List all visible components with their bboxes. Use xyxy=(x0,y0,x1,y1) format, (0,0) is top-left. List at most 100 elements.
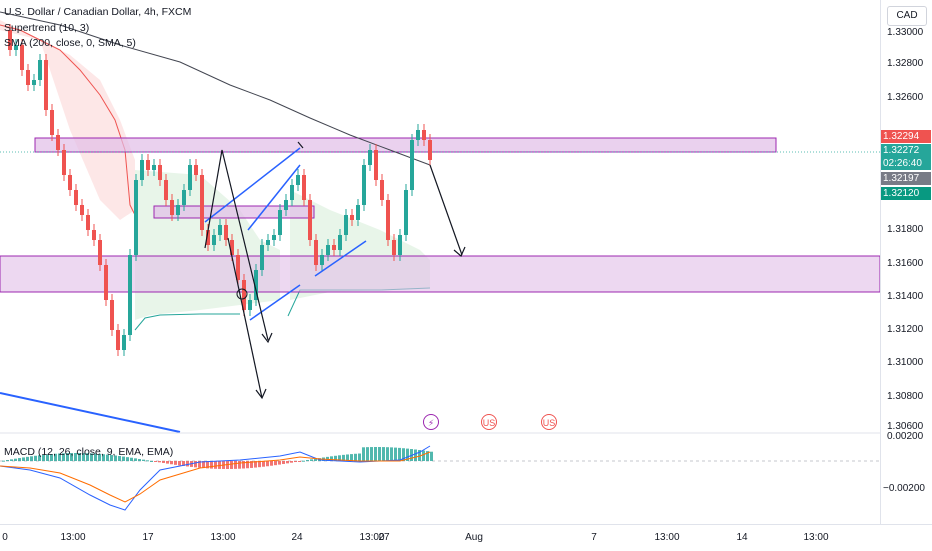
macd-histogram-bar xyxy=(386,447,389,461)
price-label: 1.32600 xyxy=(887,92,924,103)
time-label: 7 xyxy=(591,532,597,543)
macd-histogram-bar xyxy=(166,461,169,464)
candle-body xyxy=(368,150,372,165)
macd-histogram-bar xyxy=(242,461,245,469)
time-axis[interactable]: 0 13:00 17 13:00 24 13:00 27 Aug 7 13:00… xyxy=(0,524,932,551)
macd-histogram-bar xyxy=(90,453,93,461)
channel-lower-2[interactable] xyxy=(314,240,367,277)
macd-histogram-bar xyxy=(414,449,417,461)
macd-histogram-bar xyxy=(234,461,237,469)
sma-legend[interactable]: SMA (200, close, 0, SMA, 5) xyxy=(4,37,136,49)
candle-body xyxy=(356,205,360,220)
us-flag-event-icon[interactable]: US xyxy=(481,414,497,430)
candle-body xyxy=(338,235,342,250)
macd-histogram-bar xyxy=(366,447,369,461)
macd-histogram-bar xyxy=(62,453,65,461)
candle-body xyxy=(344,215,348,235)
macd-histogram-bar xyxy=(406,448,409,461)
macd-histogram-bar xyxy=(430,451,433,461)
time-label: 0 xyxy=(2,532,8,543)
macd-histogram-bar xyxy=(26,456,29,461)
macd-histogram-bar xyxy=(134,458,137,461)
macd-histogram-bar xyxy=(210,461,213,469)
price-label: 1.31400 xyxy=(887,291,924,302)
time-label: 24 xyxy=(291,532,303,543)
candlestick-series xyxy=(8,24,432,356)
macd-histogram-bar xyxy=(350,454,353,461)
time-label: 13:00 xyxy=(803,532,829,543)
macd-histogram-bar xyxy=(146,460,149,462)
macd-histogram-bar xyxy=(170,461,173,465)
candle-body xyxy=(392,240,396,255)
macd-histogram-bar xyxy=(238,461,241,469)
channel-lower-1[interactable] xyxy=(247,164,301,231)
candle-body xyxy=(32,80,36,85)
macd-histogram-bar xyxy=(374,447,377,461)
chart-title: U.S. Dollar / Canadian Dollar, 4h, FXCM xyxy=(4,6,192,18)
candle-body xyxy=(62,150,66,175)
macd-histogram-bar xyxy=(202,461,205,469)
macd-histogram-bar xyxy=(174,461,177,465)
projection-arrows[interactable] xyxy=(204,141,466,400)
macd-histogram-bar xyxy=(58,453,61,461)
candle-body xyxy=(242,280,246,310)
currency-selector[interactable]: CAD xyxy=(887,6,927,26)
candle-body xyxy=(308,200,312,240)
macd-histogram-bar xyxy=(330,456,333,461)
candle-body xyxy=(56,135,60,150)
macd-histogram-bar xyxy=(86,453,89,461)
price-label: 1.33000 xyxy=(887,27,924,38)
us-flag-event-icon-2[interactable]: US xyxy=(541,414,557,430)
macd-histogram-bar xyxy=(370,447,373,461)
candle-body xyxy=(200,175,204,230)
macd-histogram-bar xyxy=(10,459,13,461)
candle-body xyxy=(212,235,216,245)
macd-histogram-bar xyxy=(346,454,349,461)
trendline-long[interactable] xyxy=(0,392,181,433)
macd-histogram-bar xyxy=(138,458,141,461)
candle-body xyxy=(296,175,300,185)
macd-histogram-bar xyxy=(54,453,57,461)
supertrend-bear-fill xyxy=(0,20,135,220)
macd-axis-label: −0.00200 xyxy=(883,483,925,494)
macd-legend[interactable]: MACD (12, 26, close, 9, EMA, EMA) xyxy=(4,446,174,458)
candle-body xyxy=(272,235,276,240)
candle-body xyxy=(86,215,90,230)
macd-histogram-bar xyxy=(230,461,233,469)
macd-histogram-bar xyxy=(358,453,361,461)
macd-histogram-bar xyxy=(282,461,285,464)
candle-body xyxy=(50,110,54,135)
macd-histogram-bar xyxy=(218,461,221,469)
macd-histogram-bar xyxy=(314,458,317,461)
candle-body xyxy=(194,165,198,175)
channel-upper-1[interactable] xyxy=(204,147,301,223)
macd-histogram-bar xyxy=(286,461,289,464)
supertrend-bull-line xyxy=(134,313,240,331)
candle-body xyxy=(98,240,102,265)
macd-histogram-bar xyxy=(278,461,281,465)
sma-200-line xyxy=(0,11,431,166)
macd-histogram-bar xyxy=(194,461,197,468)
supertrend-legend[interactable]: Supertrend (10, 3) xyxy=(4,22,90,34)
channel-upper-2[interactable] xyxy=(249,284,301,321)
time-label: 13:00 xyxy=(359,532,385,543)
support-zone[interactable] xyxy=(0,255,880,293)
candle-body xyxy=(68,175,72,190)
candle-body xyxy=(128,255,132,335)
macd-histogram-bar xyxy=(402,448,405,461)
price-label: 1.31600 xyxy=(887,258,924,269)
price-tag-mid: 1.32197 xyxy=(881,172,931,185)
macd-histogram-bar xyxy=(18,458,21,461)
mid-zone[interactable] xyxy=(153,205,315,219)
macd-histogram-bar xyxy=(106,454,109,461)
price-axis[interactable]: 1.33000 1.32800 1.32600 1.32294 1.32272 … xyxy=(880,0,932,524)
macd-histogram-bar xyxy=(66,453,69,461)
macd-histogram-bar xyxy=(398,447,401,461)
macd-histogram-bar xyxy=(82,453,85,461)
candle-body xyxy=(26,70,30,85)
lightning-event-icon[interactable]: ⚡ xyxy=(423,414,439,430)
time-label: 13:00 xyxy=(654,532,680,543)
chart-canvas[interactable] xyxy=(0,0,880,524)
resistance-zone[interactable] xyxy=(34,137,777,153)
macd-histogram-bar xyxy=(42,454,45,461)
